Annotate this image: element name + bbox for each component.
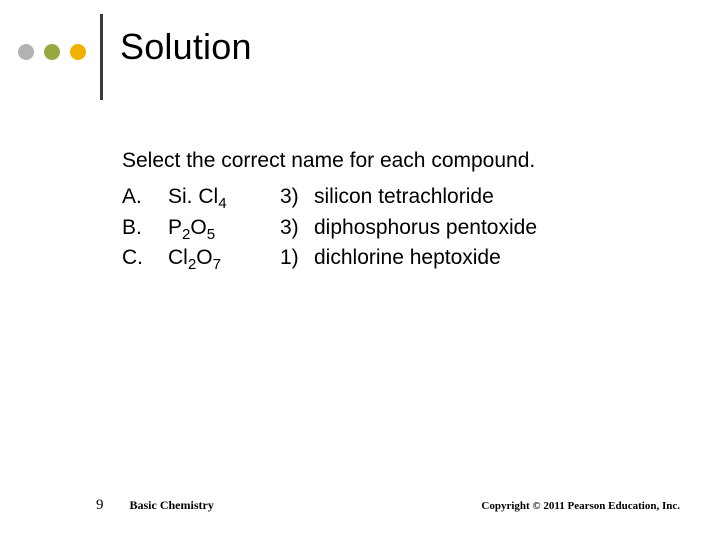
book-title: Basic Chemistry [130, 498, 214, 513]
bullet-icon [44, 44, 60, 60]
formula-base: O [196, 246, 212, 269]
formula-sub: 7 [213, 257, 221, 274]
formula-sub: 4 [218, 196, 226, 213]
title-bullets [18, 44, 86, 60]
vertical-rule [100, 14, 103, 100]
formula-base: Si. Cl [168, 185, 218, 208]
row-answer-name: silicon tetrachloride [314, 182, 682, 212]
slide: Solution Select the correct name for eac… [0, 0, 720, 540]
slide-footer: 9 Basic Chemistry Copyright © 2011 Pears… [96, 497, 680, 514]
copyright-text: Copyright © 2011 Pearson Education, Inc. [481, 500, 680, 512]
answer-row: B. P2O5 3) diphosphorus pentoxide [122, 213, 682, 243]
prompt-text: Select the correct name for each compoun… [122, 146, 682, 176]
formula-base: Cl [168, 246, 188, 269]
row-answer-number: 3) [280, 182, 314, 212]
row-answer-number: 3) [280, 213, 314, 243]
formula-sub: 2 [188, 257, 196, 274]
row-letter: A. [122, 182, 168, 212]
slide-body: Select the correct name for each compoun… [122, 146, 682, 274]
row-answer-name: diphosphorus pentoxide [314, 213, 682, 243]
footer-left: 9 Basic Chemistry [96, 497, 214, 514]
row-letter: B. [122, 213, 168, 243]
row-answer-name: dichlorine heptoxide [314, 243, 682, 273]
row-formula: Si. Cl4 [168, 182, 280, 212]
formula-base: O [190, 216, 206, 239]
row-formula: P2O5 [168, 213, 280, 243]
slide-number: 9 [96, 497, 104, 514]
bullet-icon [70, 44, 86, 60]
slide-title: Solution [120, 26, 252, 68]
formula-base: P [168, 216, 182, 239]
formula-sub: 5 [207, 226, 215, 243]
row-letter: C. [122, 243, 168, 273]
row-formula: Cl2O7 [168, 243, 280, 273]
bullet-icon [18, 44, 34, 60]
answer-row: A. Si. Cl4 3) silicon tetrachloride [122, 182, 682, 212]
row-answer-number: 1) [280, 243, 314, 273]
answer-row: C. Cl2O7 1) dichlorine heptoxide [122, 243, 682, 273]
